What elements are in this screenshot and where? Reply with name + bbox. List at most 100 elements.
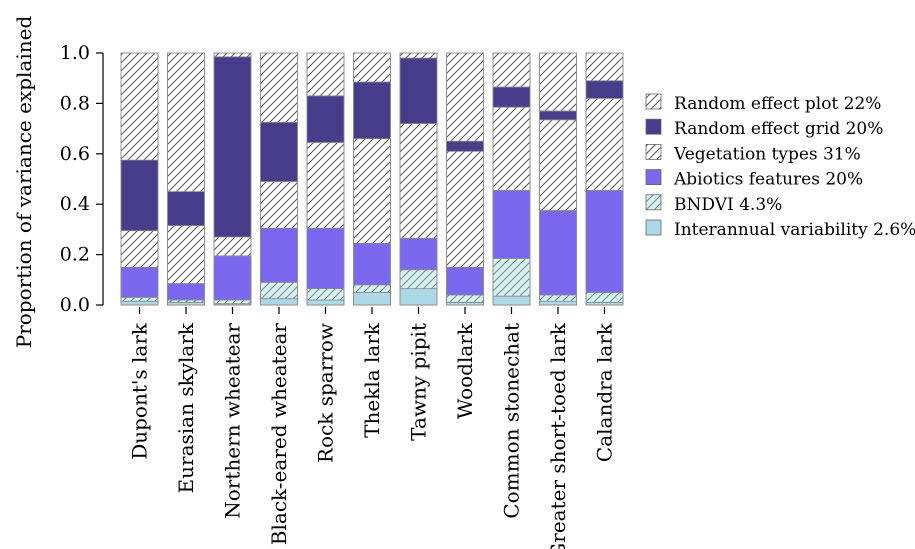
bar-segment-2	[539, 210, 577, 296]
bar-segment-4	[539, 110, 577, 121]
bars-group	[120, 52, 624, 314]
bar-segment-3	[539, 119, 577, 211]
bar-segment-5	[260, 52, 298, 123]
bar-segment-4	[492, 86, 531, 108]
bar-segment-3	[585, 97, 624, 191]
bar-segment-3	[492, 106, 531, 191]
x-tick-label: Dupont's lark	[128, 322, 152, 460]
legend-label: BNDVI 4.3%	[674, 195, 782, 215]
bar-segment-4	[306, 95, 345, 143]
bar-segment-0	[306, 299, 345, 306]
x-tick-label: Rock sparrow	[314, 323, 338, 463]
x-tick-label: Common stonechat	[500, 323, 524, 519]
y-axis-title: Proportion of variance explained	[12, 16, 36, 349]
bar-segment-4	[120, 159, 159, 232]
bar-segment-2	[167, 283, 205, 301]
x-tick-label: Northern wheatear	[221, 323, 245, 519]
x-tick-label: Calandra lark	[593, 322, 617, 462]
legend-swatch	[645, 93, 662, 110]
bar-outline	[353, 52, 391, 306]
bar-segment-4	[213, 56, 252, 238]
legend-label: Random effect plot 22%	[674, 94, 881, 114]
bar-segment-4	[353, 81, 391, 140]
bar-segment-5	[492, 52, 531, 88]
x-tick-label: Greater short-toed lark	[546, 322, 570, 549]
bar-segment-4	[399, 57, 438, 124]
bar-segment-2	[446, 266, 484, 296]
bar-segment-4	[167, 191, 205, 227]
bar-segment-4	[260, 121, 298, 182]
bar-segment-5	[213, 52, 252, 58]
bar-segment-5	[306, 52, 345, 97]
bar-outline	[446, 52, 484, 306]
bar-segment-2	[492, 189, 531, 259]
bar-outline	[306, 52, 345, 306]
bar-segment-2	[353, 242, 391, 286]
bar-segment-1	[492, 257, 531, 297]
y-tick-label: 1.0	[60, 42, 90, 64]
bar-segment-3	[213, 236, 252, 257]
bar-segment-3	[353, 138, 391, 244]
bar-segment-3	[306, 142, 345, 229]
y-tick-label: 0.4	[60, 193, 90, 215]
bar-segment-1	[446, 294, 484, 303]
bar-outline	[492, 52, 531, 306]
legend-label: Vegetation types 31%	[673, 144, 861, 164]
bar-segment-0	[353, 291, 391, 306]
bar-segment-1	[353, 284, 391, 293]
legend-swatch	[645, 219, 662, 236]
bar-segment-2	[306, 227, 345, 290]
bar-segment-1	[120, 297, 159, 302]
bar-segment-1	[306, 288, 345, 301]
legend-label: Abiotics features 20%	[673, 170, 863, 190]
bar-segment-5	[399, 52, 438, 59]
bar-segment-5	[585, 52, 624, 82]
legend-swatch	[645, 143, 662, 160]
y-tick-label: 0.0	[60, 294, 90, 316]
x-tick-label: Thekla lark	[360, 322, 384, 438]
x-tick-label: Tawny pipit	[407, 323, 431, 441]
legend-swatch	[645, 169, 662, 186]
legend-label: Interannual variability 2.6%	[674, 220, 915, 240]
bar-segment-0	[260, 298, 298, 306]
bar-segment-3	[260, 181, 298, 229]
bar-segment-5	[353, 52, 391, 83]
bar-segment-1	[260, 281, 298, 300]
bar-segment-0	[399, 288, 438, 306]
bar-segment-2	[585, 189, 624, 293]
y-tick-label: 0.2	[60, 244, 90, 266]
bar-outline	[260, 52, 298, 306]
bar-outline	[585, 52, 624, 306]
bar-segment-1	[539, 294, 577, 302]
bar-segment-0	[539, 300, 577, 306]
bar-outline	[399, 52, 438, 306]
x-tick-label: Woodlark	[453, 322, 477, 419]
bar-segment-1	[399, 269, 438, 290]
x-tick-label: Eurasian skylark	[174, 322, 198, 493]
bar-segment-1	[213, 299, 252, 305]
x-tick-label: Black-eared wheatear	[267, 323, 291, 546]
bar-outline	[120, 52, 159, 306]
bar-segment-3	[446, 150, 484, 268]
bar-segment-5	[539, 52, 577, 112]
legend-swatch	[645, 194, 662, 211]
bar-segment-3	[399, 123, 438, 239]
y-axis: 0.0 0.2 0.4 0.6 0.8 1.0	[60, 42, 104, 316]
bar-segment-5	[167, 52, 205, 193]
bar-segment-0	[120, 300, 159, 306]
bar-outline	[167, 52, 205, 306]
y-tick-label: 0.8	[60, 92, 90, 114]
x-tick-labels: Dupont's lark Eurasian skylark Northern wh…	[128, 322, 617, 549]
bar-segment-5	[446, 52, 484, 142]
bar-segment-3	[167, 225, 205, 284]
bar-segment-2	[399, 237, 438, 271]
bar-segment-2	[260, 227, 298, 283]
legend-label: Random effect grid 20%	[674, 119, 883, 139]
bar-segment-4	[585, 80, 624, 99]
bar-outline	[213, 52, 252, 306]
y-tick-label: 0.6	[60, 143, 90, 165]
bar-segment-2	[213, 255, 252, 301]
bar-outline	[539, 52, 577, 306]
bar-segment-3	[120, 230, 159, 268]
